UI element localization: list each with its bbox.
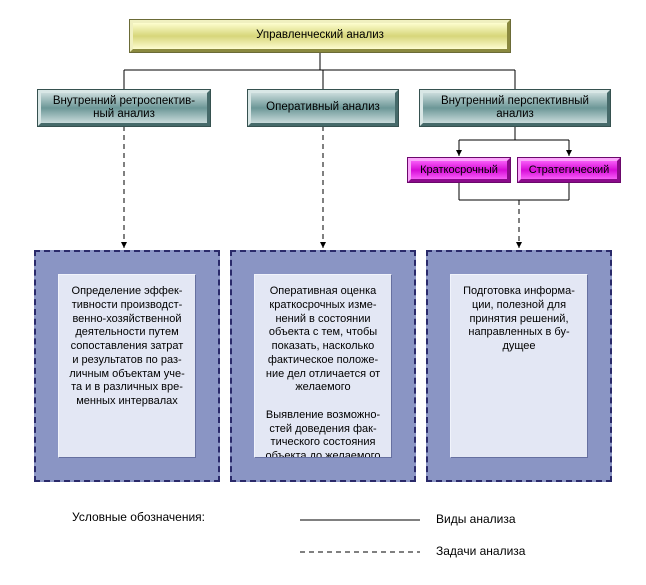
node-root-label: Управленческий анализ [256, 29, 384, 42]
taskbox-2-inner: Оперативная оценка краткосрочных изме- н… [254, 274, 392, 458]
node-short-label: Краткосрочный [420, 164, 498, 177]
taskbox-3-inner: Подготовка информа- ции, полезной для пр… [450, 274, 588, 458]
node-strat: Стратегический [518, 158, 620, 182]
taskbox-2: Оперативная оценка краткосрочных изме- н… [230, 250, 416, 482]
node-strat-label: Стратегический [529, 164, 610, 177]
legend-title: Условные обозначения: [72, 510, 205, 524]
taskbox-2-text: Оперативная оценка краткосрочных изме- н… [266, 285, 381, 458]
taskbox-3: Подготовка информа- ции, полезной для пр… [426, 250, 612, 482]
node-persp: Внутренний перспективный анализ [420, 90, 610, 126]
node-retro-label: Внутренний ретроспектив- ный анализ [53, 95, 195, 121]
node-oper-label: Оперативный анализ [266, 101, 380, 114]
legend-dashed-label: Задачи анализа [436, 544, 525, 558]
taskbox-1-text: Определение эффек- тивности производст- … [69, 285, 185, 407]
taskbox-3-text: Подготовка информа- ции, полезной для пр… [463, 285, 575, 352]
diagram-canvas: Управленческий анализ Внутренний ретросп… [0, 0, 646, 585]
taskbox-1: Определение эффек- тивности производст- … [34, 250, 220, 482]
node-retro: Внутренний ретроспектив- ный анализ [38, 90, 210, 126]
node-persp-label: Внутренний перспективный анализ [441, 95, 589, 121]
node-oper: Оперативный анализ [248, 90, 398, 126]
node-short: Краткосрочный [408, 158, 510, 182]
taskbox-1-inner: Определение эффек- тивности производст- … [58, 274, 196, 458]
legend-solid-label: Виды анализа [436, 512, 516, 526]
node-root: Управленческий анализ [130, 20, 510, 52]
